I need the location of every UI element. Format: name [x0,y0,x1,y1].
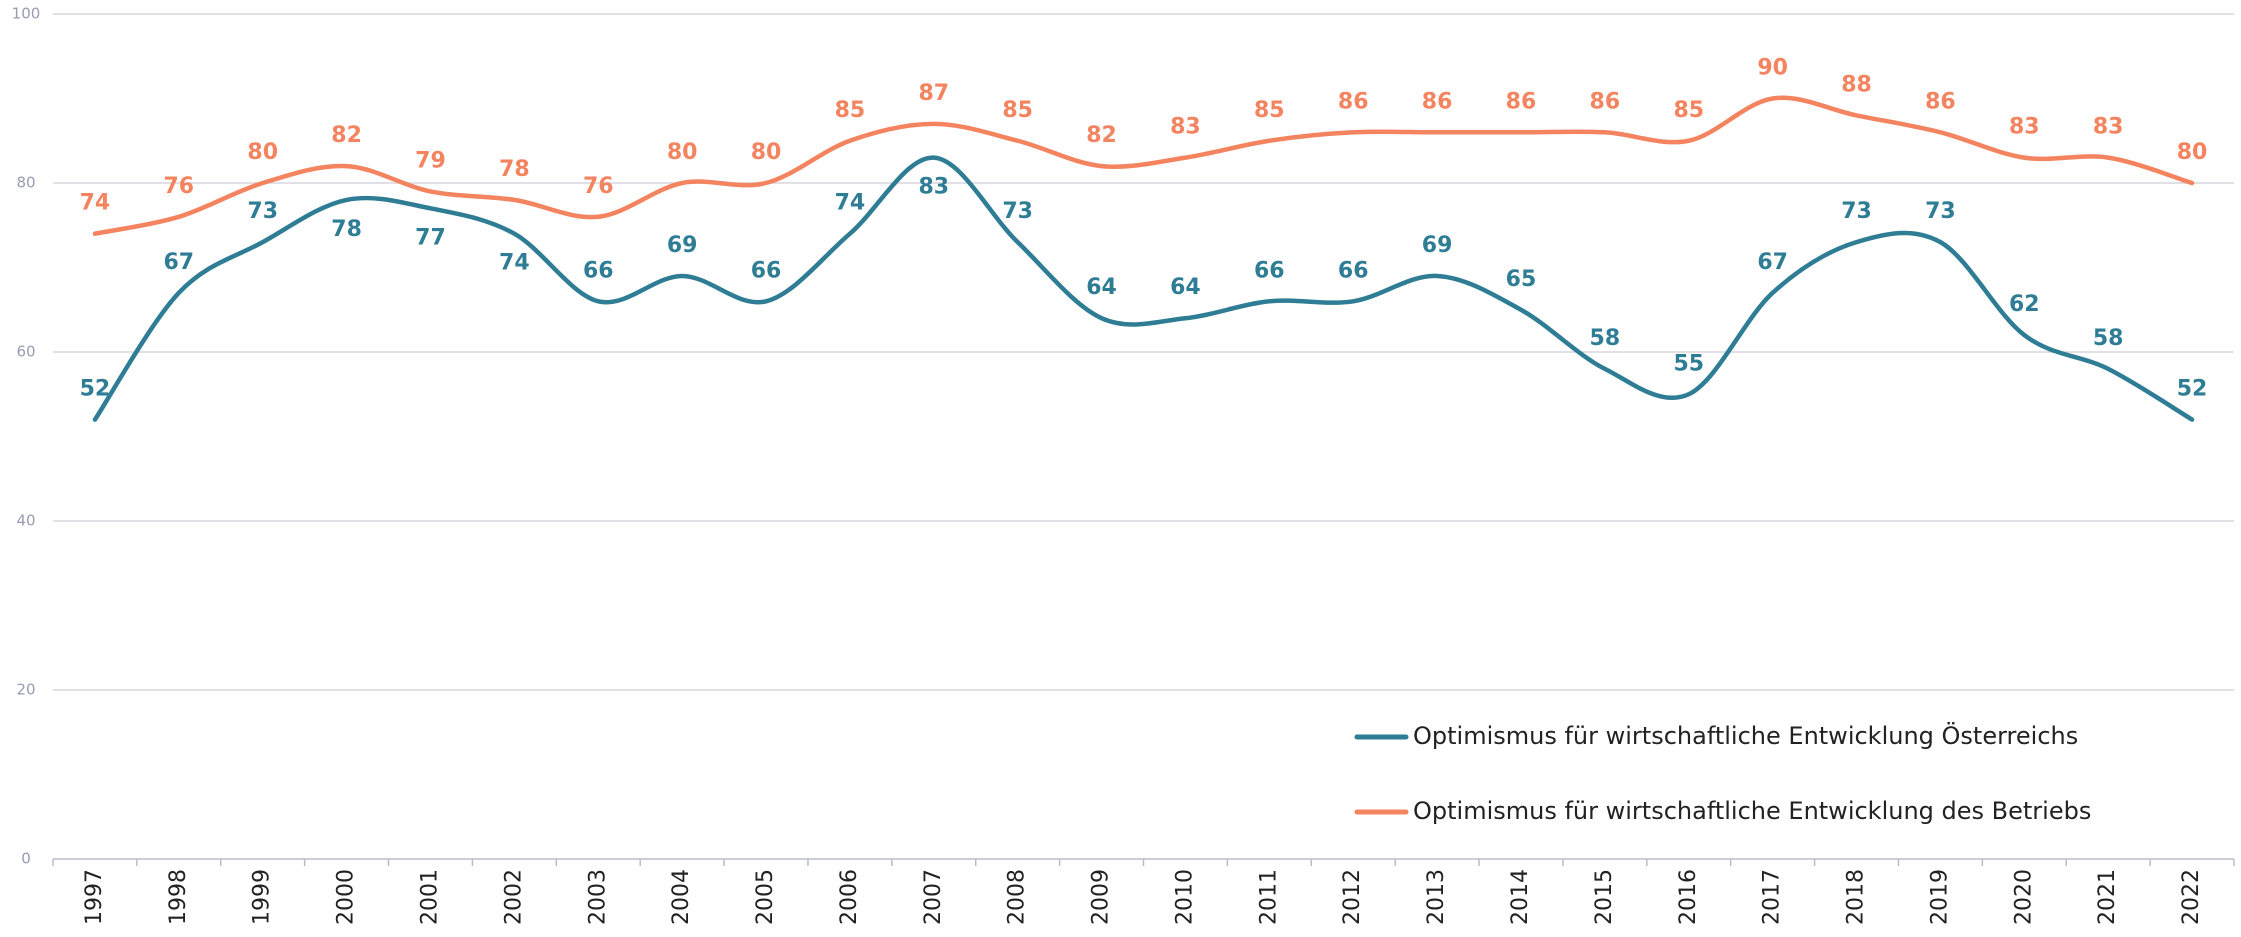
data-label: 65 [1506,267,1537,292]
x-tick-label: 2008 [1005,869,1030,925]
x-tick-label: 2020 [2011,869,2036,925]
x-tick-label: 2013 [1424,869,1449,925]
y-tick-label: 100 [12,5,41,23]
x-tick-label: 1998 [166,869,191,925]
data-label: 83 [2009,115,2040,140]
data-label: 85 [1254,98,1285,123]
data-label: 78 [499,157,530,182]
data-label: 74 [835,191,866,216]
data-label: 58 [2093,326,2124,351]
x-tick-label: 2001 [417,869,442,925]
legend-label: Optimismus für wirtschaftliche Entwicklu… [1413,721,2078,750]
y-tick-label: 20 [16,681,35,699]
data-label: 86 [1422,89,1453,114]
data-label: 66 [1254,258,1285,283]
data-label: 83 [1170,115,1201,140]
x-tick-label: 2021 [2095,869,2120,925]
data-label: 82 [331,123,362,148]
data-label: 52 [2177,377,2208,402]
x-tick-label: 2019 [1927,869,1952,925]
series-line [92,155,2195,422]
data-label: 73 [247,199,278,224]
x-tick-label: 2017 [1760,869,1785,925]
data-label: 69 [667,233,698,258]
x-tick-label: 2005 [753,869,778,925]
x-tick-label: 2015 [1592,869,1617,925]
data-label: 64 [1170,275,1201,300]
data-label: 74 [499,251,530,276]
data-label: 73 [1002,199,1033,224]
data-label: 86 [1590,89,1621,114]
data-label: 66 [583,258,614,283]
data-label: 62 [2009,292,2040,317]
data-label: 82 [1086,123,1117,148]
data-label: 86 [1506,89,1537,114]
data-label: 86 [1925,89,1956,114]
data-label: 67 [1757,250,1788,275]
x-tick-label: 2014 [1508,869,1533,925]
data-label: 85 [1673,98,1704,123]
data-label: 73 [1925,199,1956,224]
data-label: 79 [415,148,446,173]
x-tick-label: 2003 [585,869,610,925]
data-label: 80 [667,140,698,165]
data-label: 83 [918,175,949,200]
data-label: 66 [751,258,782,283]
data-label: 83 [2093,115,2124,140]
data-label: 55 [1673,351,1704,376]
y-tick-label: 80 [16,174,35,192]
x-tick-label: 2007 [921,869,946,925]
data-label: 88 [1841,72,1872,97]
x-tick-label: 2002 [501,869,526,925]
x-tick-label: 2022 [2179,869,2204,925]
data-label: 64 [1086,275,1117,300]
legend-label: Optimismus für wirtschaftliche Entwicklu… [1413,797,2091,825]
data-label: 73 [1841,199,1872,224]
data-label: 58 [1590,326,1621,351]
x-tick-label: 2006 [837,869,862,925]
data-label: 76 [164,174,195,199]
series-line [92,95,2195,236]
data-label: 52 [80,377,111,402]
y-tick-label: 60 [16,343,35,361]
data-label: 86 [1338,89,1369,114]
x-tick-label: 1997 [82,869,107,925]
data-label: 87 [918,81,949,106]
x-tick-label: 1999 [250,869,275,925]
x-tick-label: 2000 [334,869,359,925]
x-tick-label: 2012 [1340,869,1365,925]
x-tick-label: 2010 [1172,869,1197,925]
x-tick-label: 2011 [1256,869,1281,925]
data-label: 67 [164,250,195,275]
data-label: 85 [835,98,866,123]
data-label: 80 [2177,140,2208,165]
y-tick-label: 40 [16,512,35,530]
data-label: 77 [415,225,446,250]
data-label: 90 [1757,56,1788,81]
data-label: 78 [331,217,362,242]
x-tick-label: 2018 [1844,869,1869,925]
data-label: 80 [751,140,782,165]
data-label: 74 [80,191,111,216]
x-tick-label: 2004 [669,869,694,925]
x-tick-label: 2009 [1089,869,1114,925]
y-tick-label: 0 [21,850,31,868]
x-tick-label: 2016 [1676,869,1701,925]
data-label: 66 [1338,258,1369,283]
data-label: 80 [247,140,278,165]
data-label: 69 [1422,233,1453,258]
data-label: 85 [1002,98,1033,123]
data-label: 76 [583,174,614,199]
